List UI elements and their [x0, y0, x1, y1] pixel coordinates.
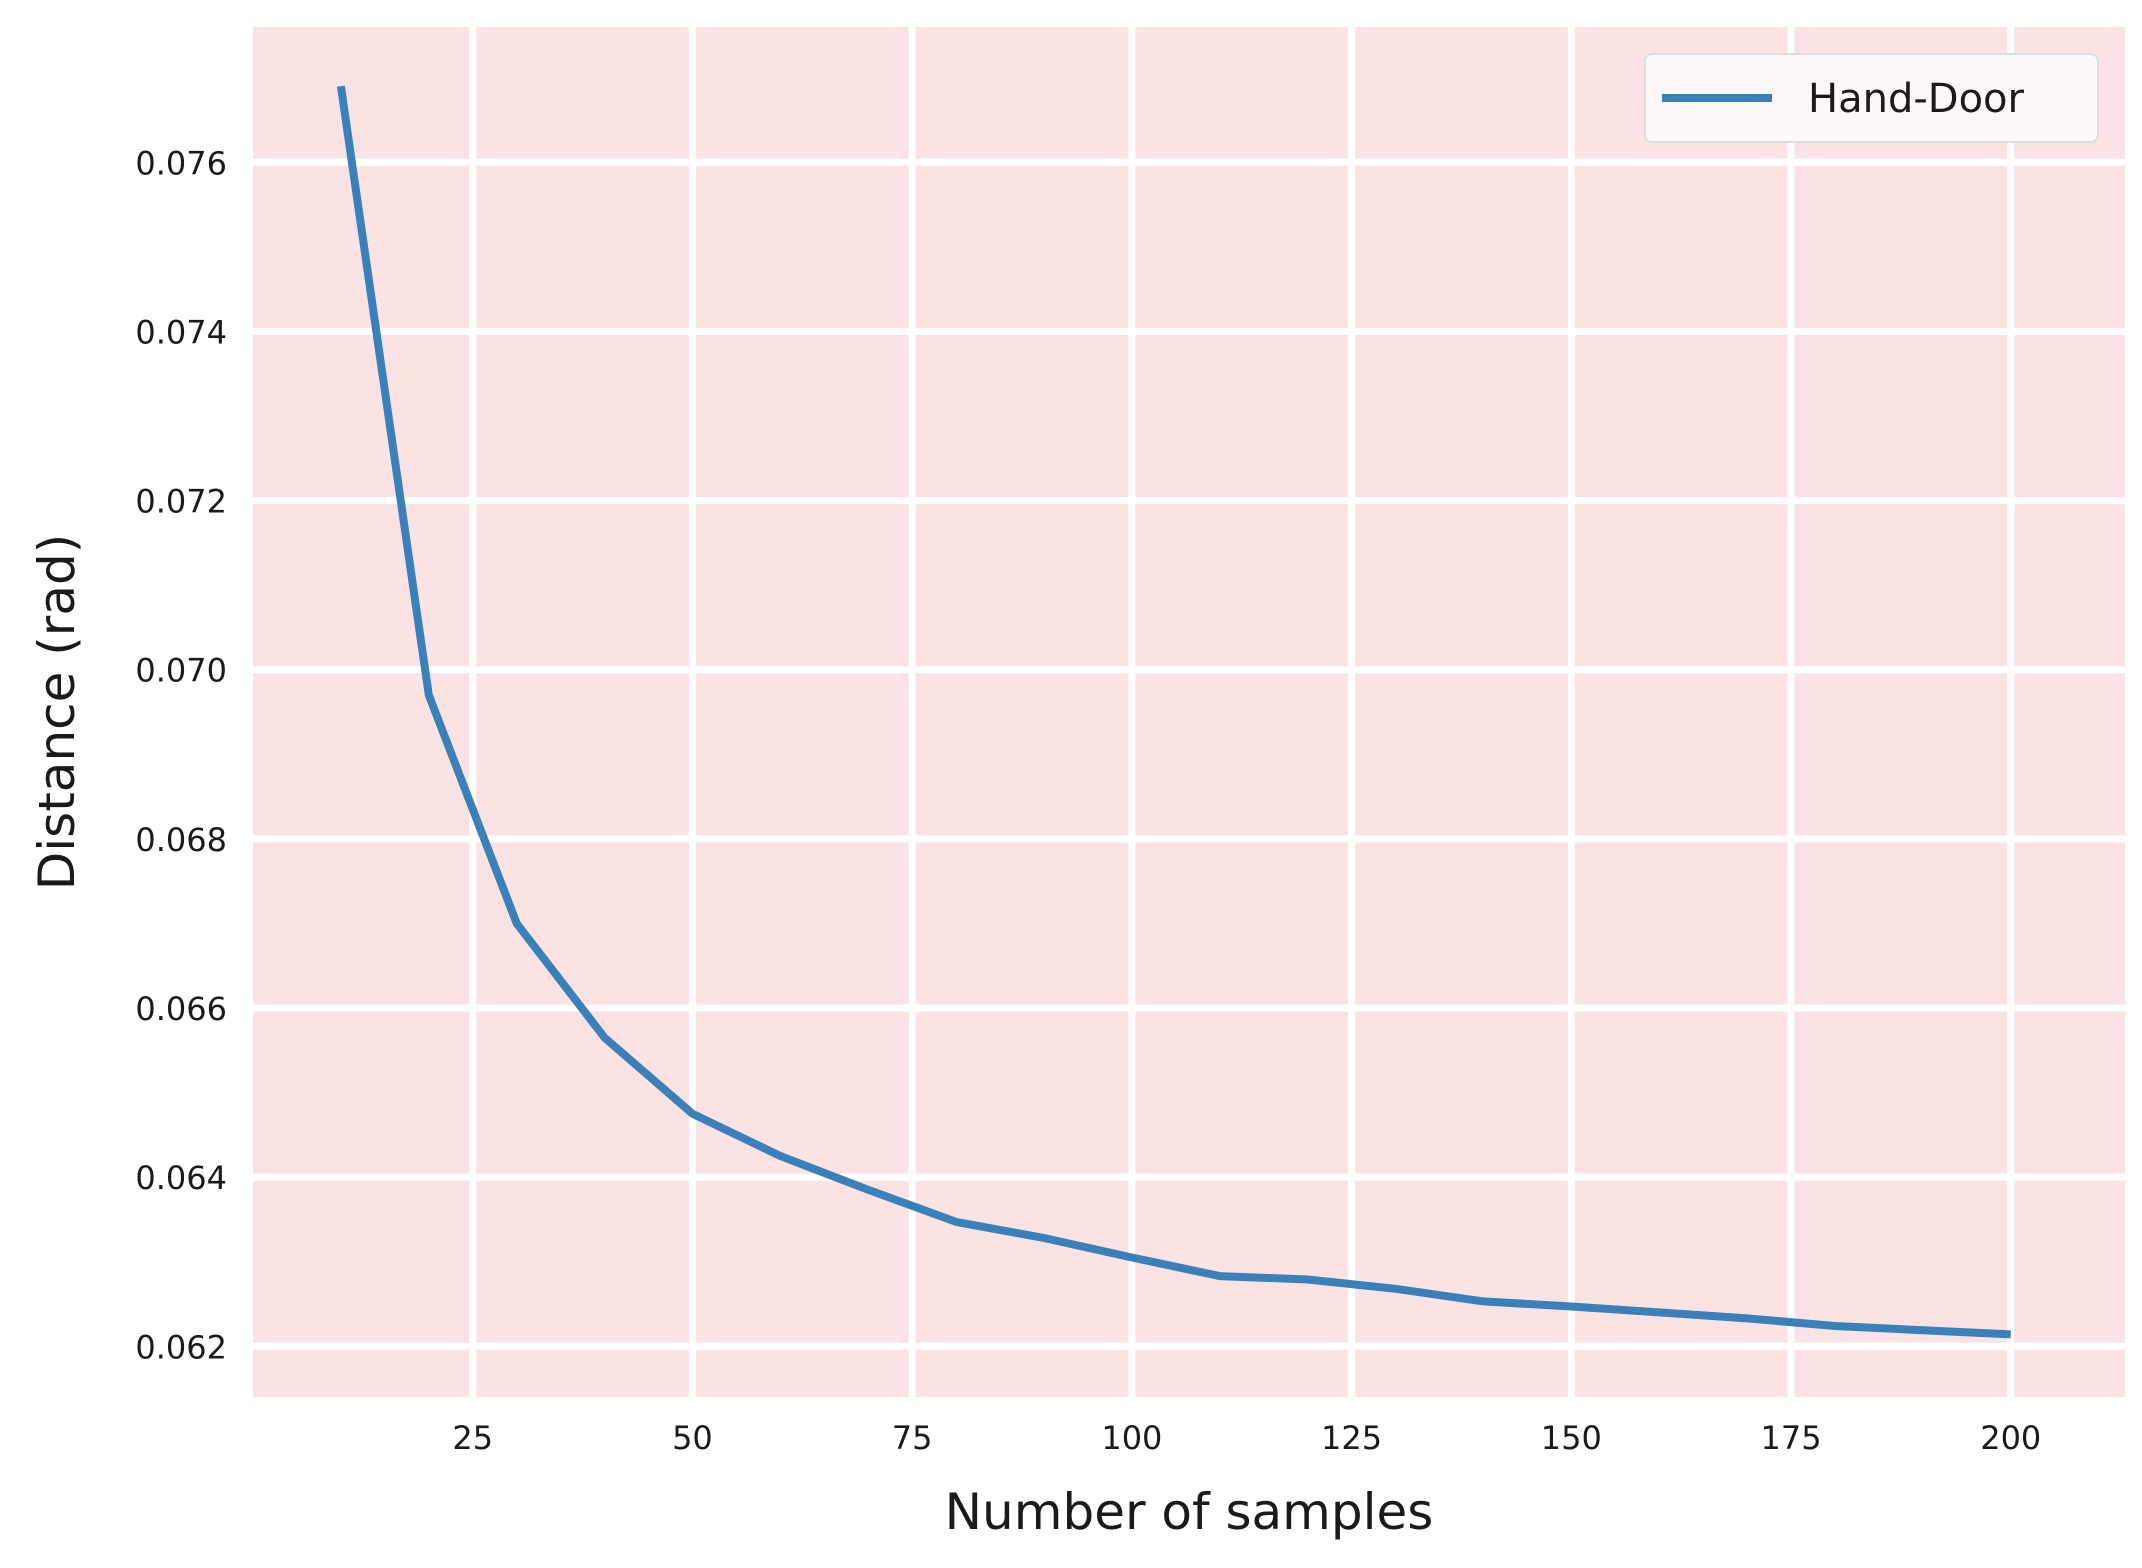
y-tick-label: 0.070: [135, 652, 227, 690]
x-tick-label: 75: [892, 1419, 933, 1457]
series-layer: [336, 85, 2012, 1339]
data-point: [1131, 1257, 1133, 1259]
data-point: [516, 922, 518, 924]
data-point: [867, 1189, 869, 1191]
y-tick-label: 0.066: [135, 990, 227, 1028]
legend-label-hand-door: Hand-Door: [1808, 76, 2025, 122]
data-point: [1307, 1279, 1309, 1281]
data-point: [1219, 1275, 1221, 1277]
plot-background: [253, 27, 2125, 1397]
x-tick-label: 100: [1101, 1419, 1162, 1457]
y-tick-label: 0.062: [135, 1328, 227, 1366]
x-tick-label: 50: [672, 1419, 713, 1457]
data-point: [340, 85, 342, 87]
series-line-hand-door: [336, 85, 2011, 1339]
x-axis-label: Number of samples: [945, 1483, 1434, 1541]
legend: Hand-Door: [1644, 53, 2099, 143]
data-point: [1834, 1325, 1836, 1327]
x-tick-label: 175: [1760, 1419, 1821, 1457]
y-tick-label: 0.072: [135, 483, 227, 521]
y-tick-label: 0.076: [135, 144, 227, 182]
y-tick-labels: 0.062 0.064 0.066 0.068 0.070 0.072 0.074 0.076: [135, 144, 227, 1366]
data-point: [1482, 1300, 1484, 1302]
x-tick-label: 25: [452, 1419, 493, 1457]
data-point: [779, 1155, 781, 1157]
data-point: [1043, 1237, 1045, 1239]
y-tick-label: 0.074: [135, 313, 227, 351]
legend-box: [1644, 53, 2099, 143]
data-point: [2010, 1333, 2012, 1335]
x-tick-label: 200: [1980, 1419, 2041, 1457]
data-point: [1395, 1288, 1397, 1290]
x-tick-label: 150: [1541, 1419, 1602, 1457]
data-point: [1570, 1306, 1572, 1308]
x-tick-label: 125: [1321, 1419, 1382, 1457]
data-point: [691, 1113, 693, 1115]
data-point: [1658, 1311, 1660, 1313]
y-tick-label: 0.068: [135, 821, 227, 859]
y-gridlines: [253, 158, 2125, 1350]
x-tick-labels: 25 50 75 100 125 150 175 200: [452, 1419, 2041, 1457]
data-point: [604, 1037, 606, 1039]
data-point: [955, 1221, 957, 1223]
data-point: [1746, 1317, 1748, 1319]
y-axis-label: Distance (rad): [28, 534, 86, 890]
data-point: [1922, 1329, 1924, 1331]
x-gridlines: [469, 27, 2015, 1397]
y-tick-label: 0.064: [135, 1159, 227, 1197]
data-point: [428, 694, 430, 696]
